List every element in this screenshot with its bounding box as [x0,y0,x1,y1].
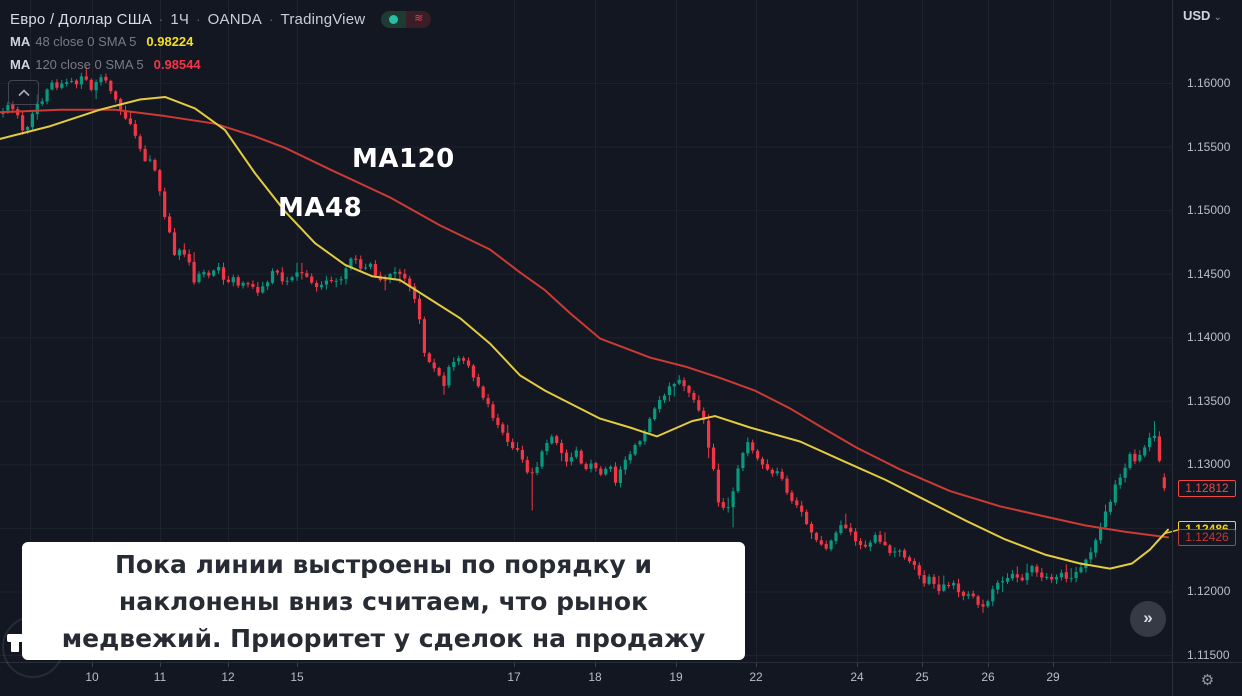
price-axis[interactable]: USD ⌄ 1.16000 1.15500 1.15000 1.14500 1.14000… [1173,0,1242,662]
note-line: медвежий. Приоритет у сделок на продажу [61,623,706,653]
price-axis-label: 1.12000 [1187,584,1231,599]
candles-layer [1,66,1166,613]
time-axis-tick [595,663,596,667]
indicator-name: MA [10,57,31,72]
chevron-down-icon: ⌄ [1213,12,1222,23]
indicator-toggle-pill[interactable]: ≋ [381,10,432,28]
time-axis-tick [922,663,923,667]
indicator-legend-ma120[interactable]: MA 120 close 0 SMA 5 0.98544 [10,53,431,76]
time-axis-label: 22 [749,670,763,684]
indicator-legend-ma48[interactable]: MA 48 close 0 SMA 5 0.98224 [10,30,431,53]
title-separator: · [269,11,274,27]
price-axis-label: 1.14000 [1187,330,1231,345]
time-axis-label: 17 [507,670,521,684]
ma48-annotation: MA48 [278,193,363,223]
tradingview-logo-fragment [11,641,19,652]
symbol-title-row[interactable]: Евро / Доллар США · 1Ч · OANDA · Trading… [10,8,432,30]
currency-label: USD [1183,8,1211,23]
tradingview-logo-fragment [7,634,23,642]
wave-icon: ≋ [414,12,424,24]
annotation-note: Пока линии выстроены по порядку и наклон… [22,542,745,660]
time-axis-tick [857,663,858,667]
time-axis-label: 11 [153,670,167,684]
time-axis-label: 24 [850,670,864,684]
time-axis-tick [297,663,298,667]
time-axis-label: 25 [915,670,929,684]
time-axis-tick [92,663,93,667]
time-axis-tick [756,663,757,667]
time-axis-label: 29 [1046,670,1060,684]
price-axis-label: 1.14500 [1187,266,1231,281]
price-axis-label: 1.15500 [1187,139,1231,154]
price-axis-label: 1.13000 [1187,457,1231,472]
indicator-value: 0.98544 [153,57,201,72]
go-to-latest-button[interactable]: » [1130,601,1166,637]
double-chevron-right-icon: » [1143,608,1153,627]
time-axis-tick [160,663,161,667]
time-axis-tick [676,663,677,667]
note-line: наклонены вниз считаем, что рынок [118,586,649,616]
brand-label: TradingView [280,10,366,28]
time-axis-tick [514,663,515,667]
time-axis-label: 10 [85,670,99,684]
indicator-params: 120 close 0 SMA 5 [35,57,144,72]
time-axis-label: 26 [981,670,995,684]
time-axis-tick [1053,663,1054,667]
axis-corner: ⚙ [1173,663,1242,696]
chart-legend: Евро / Доллар США · 1Ч · OANDA · Trading… [10,8,432,76]
price-axis-label: 1.13500 [1187,393,1231,408]
ma120-annotation: MA120 [352,144,455,174]
indicator-value: 0.98224 [146,34,194,49]
chevron-up-icon [17,88,30,96]
collapse-pane-button[interactable] [8,80,39,105]
time-axis-tick [228,663,229,667]
title-separator: · [196,11,201,27]
time-axis-label: 12 [221,670,235,684]
currency-selector[interactable]: USD ⌄ [1183,8,1235,23]
time-axis-label: 15 [290,670,304,684]
note-line: Пока линии выстроены по порядку и [114,549,653,579]
time-axis-tick [988,663,989,667]
price-value-tag-ma120-value: 1.12426 [1178,528,1236,546]
time-axis-label: 18 [588,670,602,684]
toggle-dot-icon [389,14,399,24]
time-axis[interactable]: 10 11 12 15 17 18 19 22 24 25 26 29 [0,663,1172,696]
indicator-params: 48 close 0 SMA 5 [35,34,137,49]
indicator-name: MA [10,34,31,49]
price-axis-label: 1.16000 [1187,76,1231,90]
title-separator: · [158,11,164,27]
toggle-off-half[interactable]: ≋ [406,10,432,28]
settings-gear-icon[interactable]: ⚙ [1200,671,1215,689]
ma48-line[interactable] [0,95,1169,570]
toggle-on-half[interactable] [381,10,407,28]
price-axis-label: 1.11500 [1187,648,1230,663]
time-axis-label: 19 [669,670,683,684]
symbol-name[interactable]: Евро / Доллар США [10,10,152,28]
ma120-line[interactable] [0,108,1169,539]
price-axis-label: 1.15000 [1187,203,1231,218]
interval-label[interactable]: 1Ч [170,10,190,28]
exchange-label: OANDA [207,10,262,28]
price-value-tag-last-price: 1.12812 [1178,479,1236,497]
